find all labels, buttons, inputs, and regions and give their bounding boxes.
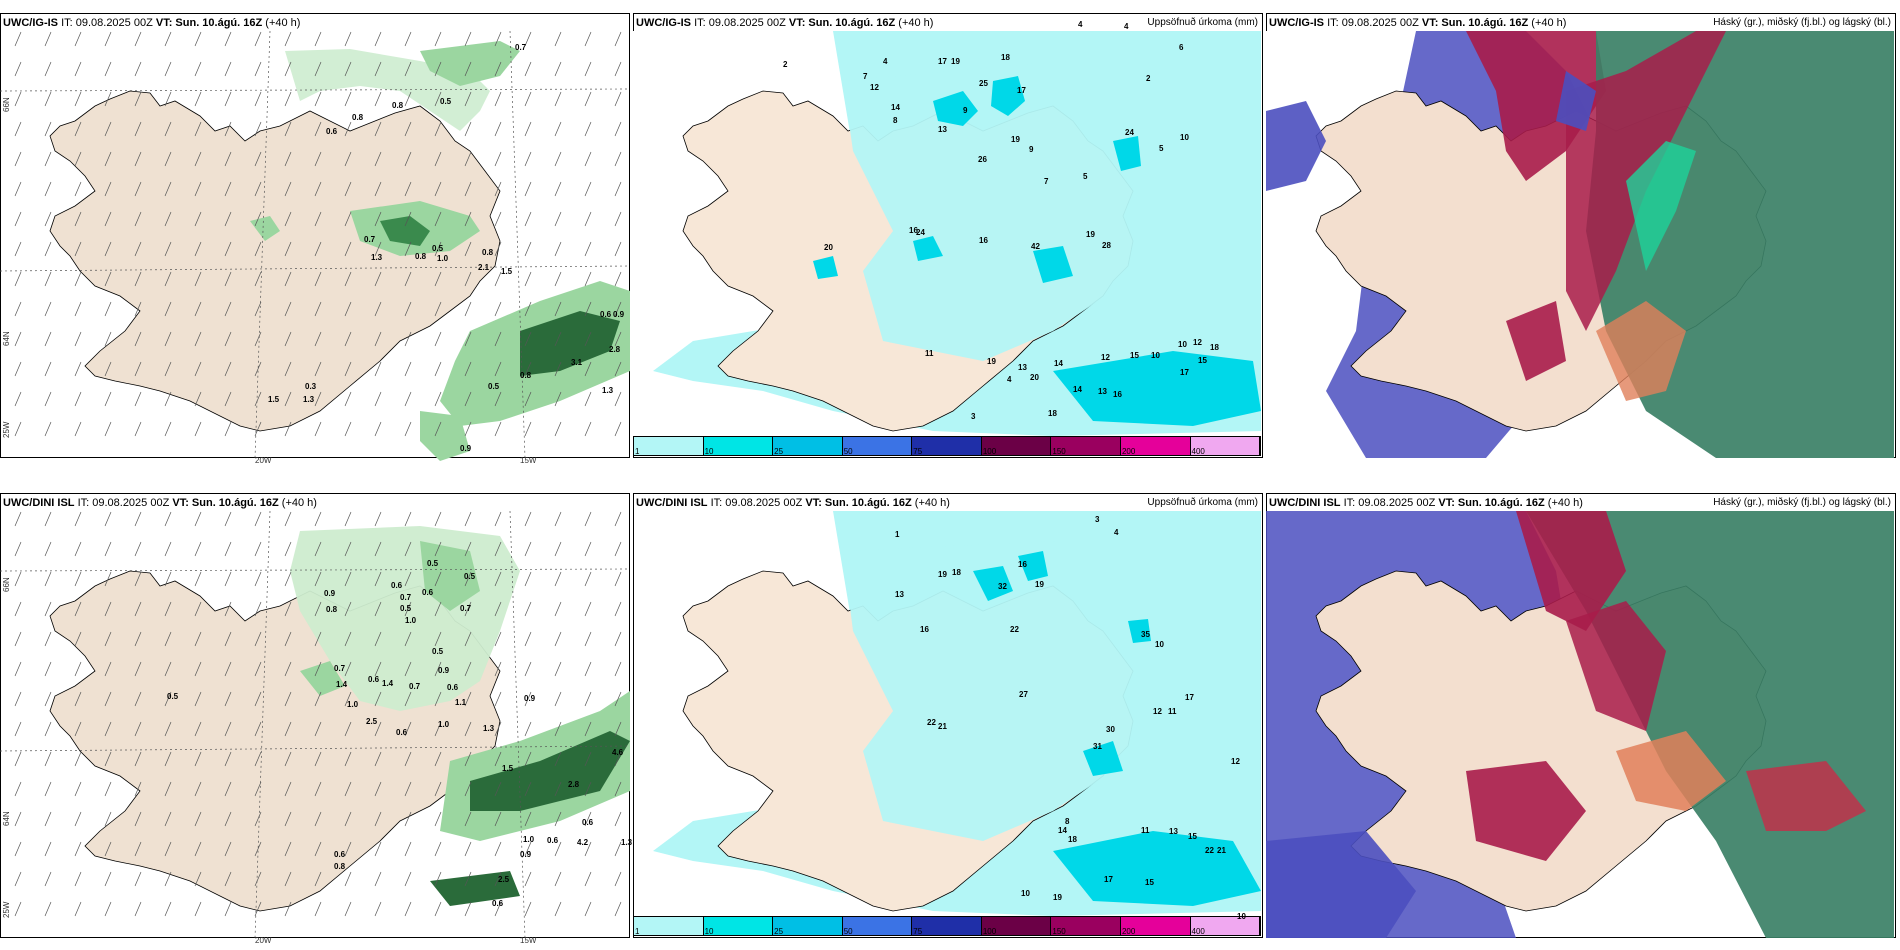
colorbar-tick: 1 [635,447,640,456]
colorbar-tick: 400 [1191,927,1205,936]
panel-title: Uppsöfnuð úrkoma (mm) [1147,497,1258,508]
colorbar-segment: 200 [1120,917,1191,936]
colorbar-tick: 150 [1052,447,1066,456]
colorbar-tick: 75 [913,927,923,936]
lon-label: 20W [255,936,272,945]
colorbar-tick: 1 [635,927,640,936]
colorbar-tick: 10 [704,927,714,936]
colorbar-segment: 200 [1120,437,1191,456]
panel-header: UWC/IG-IS IT: 09.08.2025 00Z VT: Sun. 10… [636,17,934,29]
colorbar-tick: 100 [982,927,997,936]
colorbar-segment: 400 [1190,917,1261,936]
colorbar-tick: 100 [982,447,997,456]
colorbar-segment: 75 [912,437,982,456]
colorbar-tick: 200 [1121,927,1136,936]
colorbar-segment: 400 [1190,437,1261,456]
map-panel-3: UWC/IG-IS IT: 09.08.2025 00Z VT: Sun. 10… [1266,13,1896,458]
panel-header: UWC/IG-IS IT: 09.08.2025 00Z VT: Sun. 10… [3,17,301,29]
panel-header: UWC/DINI ISL IT: 09.08.2025 00Z VT: Sun.… [636,497,950,509]
colorbar-segment: 1 [634,917,704,936]
panel-title: Uppsöfnuð úrkoma (mm) [1147,17,1258,28]
lat-label: 25W [2,901,11,918]
lat-label: 66N [2,97,11,112]
colorbar-segment: 1 [634,437,704,456]
map-panel-4: UWC/DINI ISL IT: 09.08.2025 00Z VT: Sun.… [0,493,630,938]
lat-label: 25W [2,421,11,438]
colorbar-segment: 100 [981,437,1052,456]
panel-title: Háský (gr.), miðský (fj.bl.) og lágský (… [1713,497,1891,508]
lat-label: 64N [2,811,11,826]
colorbar-tick: 400 [1191,447,1205,456]
map-panel-5: UWC/DINI ISL IT: 09.08.2025 00Z VT: Sun.… [633,493,1263,938]
colorbar-tick: 10 [704,447,714,456]
lon-label: 15W [520,456,537,465]
colorbar-tick: 50 [843,927,853,936]
panel-header: UWC/DINI ISL IT: 09.08.2025 00Z VT: Sun.… [1269,497,1583,509]
colorbar-tick: 150 [1052,927,1066,936]
panel-title: Háský (gr.), miðský (fj.bl.) og lágský (… [1713,17,1891,28]
colorbar-tick: 200 [1121,447,1136,456]
panel-header: UWC/IG-IS IT: 09.08.2025 00Z VT: Sun. 10… [1269,17,1567,29]
colorbar-segment: 25 [773,437,843,456]
colorbar-segment: 10 [703,437,774,456]
lon-label: 20W [255,456,272,465]
map-panel-6: UWC/DINI ISL IT: 09.08.2025 00Z VT: Sun.… [1266,493,1896,938]
colorbar-tick: 25 [774,447,784,456]
colorbar-segment: 10 [703,917,774,936]
lat-label: 66N [2,577,11,592]
colorbar-tick: 50 [843,447,853,456]
colorbar-segment: 150 [1051,437,1121,456]
colorbar-segment: 100 [981,917,1052,936]
colorbar-segment: 75 [912,917,982,936]
colorbar-tick: 25 [774,927,784,936]
precip-colorbar: 1 10 25 50 75 100 150 200 400 [633,436,1261,456]
map-panel-1: UWC/IG-IS IT: 09.08.2025 00Z VT: Sun. 10… [0,13,630,458]
lat-label: 64N [2,331,11,346]
map-panel-2: UWC/IG-IS IT: 09.08.2025 00Z VT: Sun. 10… [633,13,1263,458]
colorbar-segment: 25 [773,917,843,936]
colorbar-segment: 50 [842,437,913,456]
precip-colorbar: 1 10 25 50 75 100 150 200 400 [633,916,1261,936]
colorbar-segment: 150 [1051,917,1121,936]
colorbar-tick: 75 [913,447,923,456]
panel-header: UWC/DINI ISL IT: 09.08.2025 00Z VT: Sun.… [3,497,317,509]
colorbar-segment: 50 [842,917,913,936]
lon-label: 15W [520,936,537,945]
